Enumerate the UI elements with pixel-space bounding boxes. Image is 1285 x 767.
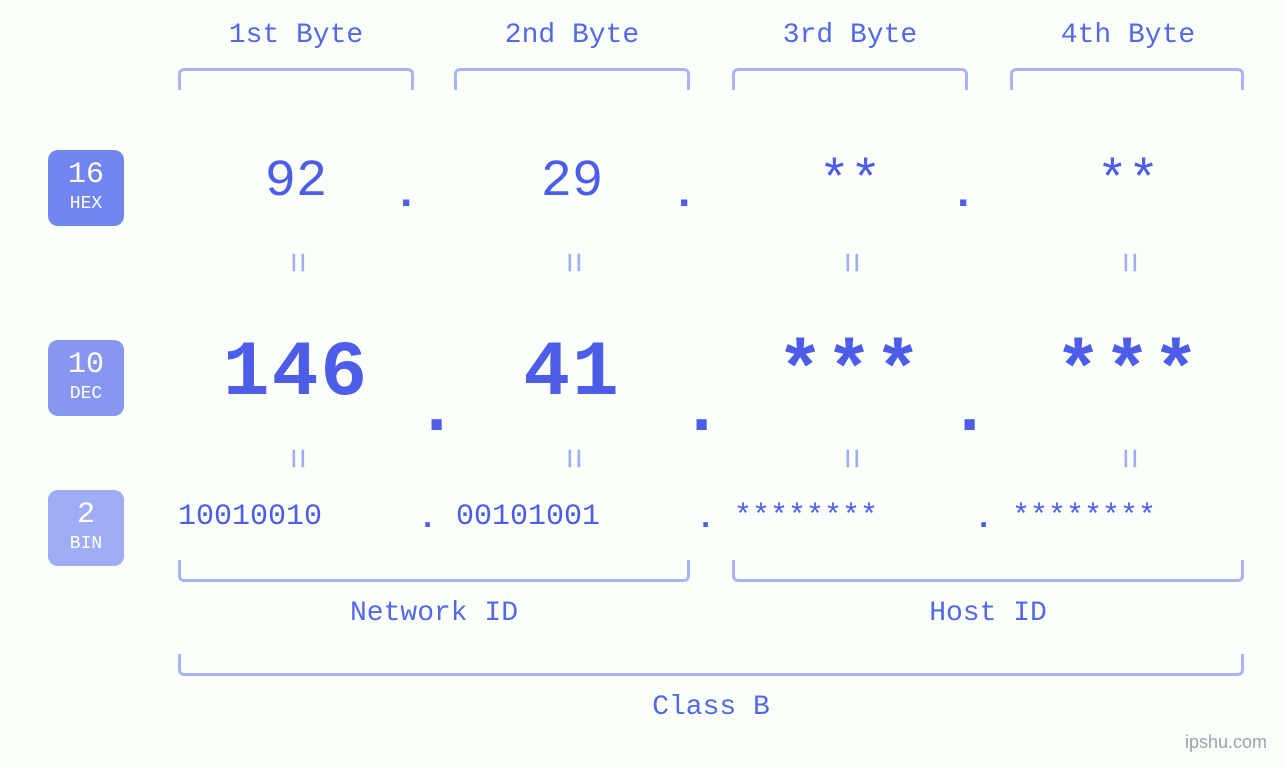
equals-icon: = <box>276 349 317 569</box>
equals-icon: = <box>830 349 871 569</box>
equals-icon: = <box>1108 349 1149 569</box>
ip-diagram: 1st Byte 2nd Byte 3rd Byte 4th Byte 16 H… <box>0 0 1285 767</box>
bin-byte-1: 10010010 <box>178 500 322 534</box>
byte-header-2: 2nd Byte <box>462 20 682 51</box>
badge-bin-label: BIN <box>48 534 124 556</box>
bin-byte-4: ******** <box>1012 500 1156 534</box>
dot-bin-2: . <box>696 500 715 537</box>
badge-hex-num: 16 <box>48 160 124 190</box>
attribution-text: ipshu.com <box>1185 732 1267 753</box>
dot-hex-2: . <box>671 170 697 220</box>
badge-hex-label: HEX <box>48 194 124 216</box>
bracket-class <box>178 654 1244 676</box>
dot-hex-1: . <box>393 170 419 220</box>
bracket-network <box>178 560 690 582</box>
bin-byte-2: 00101001 <box>456 500 600 534</box>
bracket-byte-2 <box>454 68 690 90</box>
equals-icon: = <box>552 349 593 569</box>
dot-dec-3: . <box>948 370 991 452</box>
dot-dec-2: . <box>680 370 723 452</box>
byte-header-3: 3rd Byte <box>740 20 960 51</box>
dot-bin-3: . <box>974 500 993 537</box>
byte-header-4: 4th Byte <box>1018 20 1238 51</box>
label-network-id: Network ID <box>178 598 690 629</box>
label-class: Class B <box>178 692 1244 723</box>
dot-dec-1: . <box>415 370 458 452</box>
badge-dec-num: 10 <box>48 350 124 380</box>
badge-bin-num: 2 <box>48 500 124 530</box>
byte-header-1: 1st Byte <box>186 20 406 51</box>
bin-byte-3: ******** <box>734 500 878 534</box>
dot-bin-1: . <box>418 500 437 537</box>
label-host-id: Host ID <box>732 598 1244 629</box>
badge-bin: 2 BIN <box>48 490 124 566</box>
badge-dec: 10 DEC <box>48 340 124 416</box>
bracket-byte-4 <box>1010 68 1244 90</box>
bracket-host <box>732 560 1244 582</box>
bracket-byte-3 <box>732 68 968 90</box>
badge-dec-label: DEC <box>48 384 124 406</box>
dot-hex-3: . <box>950 170 976 220</box>
badge-hex: 16 HEX <box>48 150 124 226</box>
bracket-byte-1 <box>178 68 414 90</box>
